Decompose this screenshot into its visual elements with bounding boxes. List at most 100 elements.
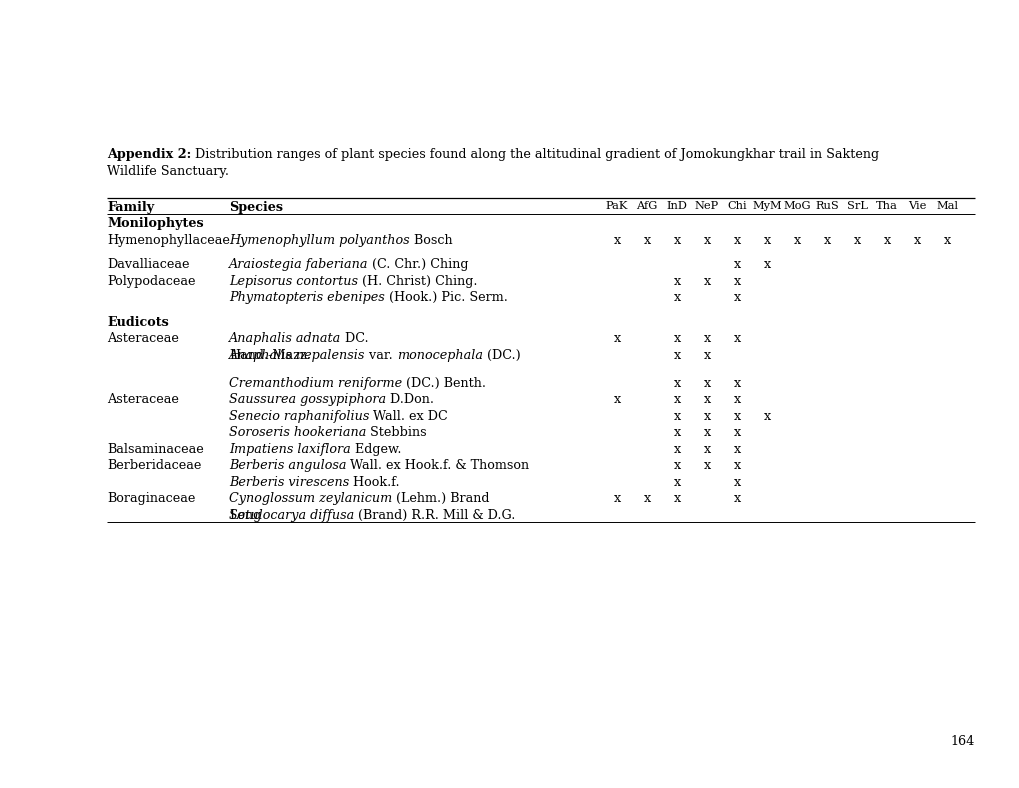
Text: Hymenophyllum polyanthos: Hymenophyllum polyanthos <box>229 233 410 247</box>
Text: Saussurea gossypiphora: Saussurea gossypiphora <box>229 393 386 406</box>
Text: x: x <box>733 492 740 505</box>
Text: Boraginaceae: Boraginaceae <box>107 492 196 505</box>
Text: DC.: DC. <box>341 332 369 345</box>
Text: x: x <box>703 393 710 406</box>
Text: Berberis angulosa: Berberis angulosa <box>229 459 346 472</box>
Text: Wildlife Sanctuary.: Wildlife Sanctuary. <box>107 165 229 177</box>
Text: x: x <box>733 274 740 288</box>
Text: x: x <box>733 459 740 472</box>
Text: x: x <box>703 348 710 362</box>
Text: x: x <box>762 258 770 271</box>
Text: x: x <box>673 233 680 247</box>
Text: (DC.) Benth.: (DC.) Benth. <box>401 377 486 389</box>
Text: x: x <box>673 443 680 455</box>
Text: x: x <box>612 393 620 406</box>
Text: x: x <box>703 410 710 422</box>
Text: Anaphalis nepalensis: Anaphalis nepalensis <box>229 348 365 362</box>
Text: x: x <box>733 475 740 489</box>
Text: Anaphalis adnata: Anaphalis adnata <box>229 332 341 345</box>
Text: Long: Long <box>229 508 261 522</box>
Text: x: x <box>703 426 710 439</box>
Text: Senecio raphanifolius: Senecio raphanifolius <box>229 410 369 422</box>
Text: Cremanthodium reniforme: Cremanthodium reniforme <box>229 377 401 389</box>
Text: x: x <box>912 233 920 247</box>
Text: (Lehm.) Brand: (Lehm.) Brand <box>392 492 489 505</box>
Text: x: x <box>673 410 680 422</box>
Text: Setulocarya diffusa: Setulocarya diffusa <box>229 508 354 522</box>
Text: x: x <box>733 393 740 406</box>
Text: Chi: Chi <box>727 201 746 211</box>
Text: (DC.): (DC.) <box>483 348 521 362</box>
Text: x: x <box>673 377 680 389</box>
Text: x: x <box>703 459 710 472</box>
Text: Araiostegia faberiana: Araiostegia faberiana <box>229 258 368 271</box>
Text: PaK: PaK <box>605 201 628 211</box>
Text: x: x <box>612 332 620 345</box>
Text: Hymenophyllaceae: Hymenophyllaceae <box>107 233 229 247</box>
Text: Asteraceae: Asteraceae <box>107 393 178 406</box>
Text: MoG: MoG <box>783 201 810 211</box>
Text: x: x <box>673 332 680 345</box>
Text: x: x <box>793 233 800 247</box>
Text: Eudicots: Eudicots <box>107 315 168 329</box>
Text: x: x <box>733 410 740 422</box>
Text: x: x <box>703 443 710 455</box>
Text: AfG: AfG <box>636 201 657 211</box>
Text: (H. Christ) Ching.: (H. Christ) Ching. <box>358 274 477 288</box>
Text: Tha: Tha <box>875 201 897 211</box>
Text: Impatiens laxiflora: Impatiens laxiflora <box>229 443 351 455</box>
Text: Polypodaceae: Polypodaceae <box>107 274 196 288</box>
Text: Wall. ex DC: Wall. ex DC <box>369 410 447 422</box>
Text: x: x <box>733 426 740 439</box>
Text: x: x <box>643 233 650 247</box>
Text: x: x <box>673 492 680 505</box>
Text: (Hook.) Pic. Serm.: (Hook.) Pic. Serm. <box>384 291 507 304</box>
Text: x: x <box>643 492 650 505</box>
Text: x: x <box>703 332 710 345</box>
Text: x: x <box>612 492 620 505</box>
Text: x: x <box>612 233 620 247</box>
Text: SrL: SrL <box>846 201 866 211</box>
Text: (Brand) R.R. Mill & D.G.: (Brand) R.R. Mill & D.G. <box>354 508 516 522</box>
Text: var.: var. <box>365 348 396 362</box>
Text: x: x <box>703 274 710 288</box>
Text: x: x <box>673 274 680 288</box>
Text: x: x <box>762 410 770 422</box>
Text: Species: Species <box>229 201 282 214</box>
Text: x: x <box>673 291 680 304</box>
Text: x: x <box>762 233 770 247</box>
Text: Stebbins: Stebbins <box>366 426 427 439</box>
Text: x: x <box>673 459 680 472</box>
Text: x: x <box>822 233 829 247</box>
Text: 164: 164 <box>950 735 974 748</box>
Text: x: x <box>673 393 680 406</box>
Text: x: x <box>853 233 860 247</box>
Text: x: x <box>733 332 740 345</box>
Text: Edgew.: Edgew. <box>351 443 400 455</box>
Text: (C. Chr.) Ching: (C. Chr.) Ching <box>368 258 469 271</box>
Text: Asteraceae: Asteraceae <box>107 332 178 345</box>
Text: Hand.-Mazz.: Hand.-Mazz. <box>229 348 311 362</box>
Text: x: x <box>733 443 740 455</box>
Text: Balsaminaceae: Balsaminaceae <box>107 443 204 455</box>
Text: x: x <box>733 233 740 247</box>
Text: x: x <box>673 426 680 439</box>
Text: x: x <box>943 233 950 247</box>
Text: RuS: RuS <box>814 201 838 211</box>
Text: Berberidaceae: Berberidaceae <box>107 459 201 472</box>
Text: x: x <box>673 475 680 489</box>
Text: InD: InD <box>665 201 687 211</box>
Text: Soroseris hookeriana: Soroseris hookeriana <box>229 426 366 439</box>
Text: NeP: NeP <box>694 201 718 211</box>
Text: x: x <box>882 233 890 247</box>
Text: x: x <box>733 258 740 271</box>
Text: D.Don.: D.Don. <box>386 393 434 406</box>
Text: Appendix 2:: Appendix 2: <box>107 148 192 161</box>
Text: monocephala: monocephala <box>396 348 483 362</box>
Text: Berberis virescens: Berberis virescens <box>229 475 348 489</box>
Text: Monilophytes: Monilophytes <box>107 217 204 230</box>
Text: Mal: Mal <box>935 201 957 211</box>
Text: MyM: MyM <box>751 201 781 211</box>
Text: Family: Family <box>107 201 154 214</box>
Text: Wall. ex Hook.f. & Thomson: Wall. ex Hook.f. & Thomson <box>346 459 529 472</box>
